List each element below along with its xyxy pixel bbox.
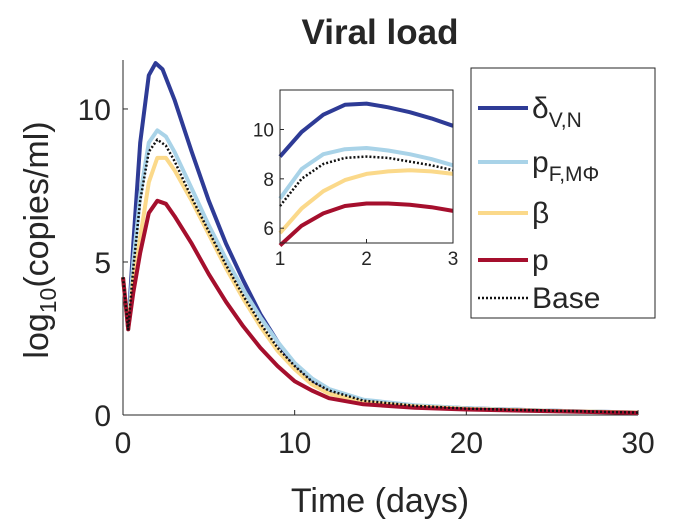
legend-label-delta: δV,N	[532, 92, 582, 132]
inset-x-tick-label: 3	[448, 249, 459, 270]
chart-title: Viral load	[302, 13, 459, 52]
inset-chart: 1 2 3 6 8 10	[253, 89, 459, 270]
legend-item-base: Base	[478, 282, 600, 315]
y-tick-label: 0	[94, 400, 111, 433]
legend-label-base: p	[532, 244, 549, 277]
inset-series-line-delta	[278, 101, 454, 158]
legend-box	[470, 67, 656, 319]
x-tick-label: 10	[278, 427, 311, 460]
legend-label-p: p	[532, 244, 549, 277]
inset-x-tick-label: 2	[361, 249, 372, 270]
legend-label-base: Base	[532, 282, 600, 315]
legend-item-beta: β	[478, 197, 549, 230]
inset-y-tick-label: 8	[263, 170, 274, 191]
x-tick-label: 30	[621, 427, 654, 460]
legend-item-delta: δV,N	[478, 92, 582, 132]
y-label-base: log	[18, 313, 56, 358]
legend-item-p: p	[478, 244, 549, 277]
legend-label-base: Base	[532, 282, 600, 315]
inset-series-line-pf	[278, 146, 454, 200]
main-plot	[121, 61, 639, 415]
y-axis-label: log10(copies/ml)	[18, 121, 61, 358]
y-label-rest: (copies/ml)	[18, 121, 56, 287]
main-axes: 0 10 20 30 0 5 10	[78, 60, 655, 460]
legend-label-beta: β	[532, 197, 549, 230]
legend-label-base: p	[532, 146, 549, 179]
inset-y-tick-label: 10	[253, 120, 274, 141]
legend-item-pf: pF,MΦ	[478, 146, 599, 186]
legend-label-pf: pF,MΦ	[532, 146, 599, 186]
x-tick-label: 20	[450, 427, 483, 460]
inset-x-tick-label: 1	[275, 249, 286, 270]
legend-label-sub: V,N	[549, 109, 582, 132]
x-axis-label: Time (days)	[291, 482, 469, 520]
inset-series-line-base	[279, 155, 454, 207]
inset-y-tick-label: 6	[263, 219, 274, 240]
legend-label-base: δ	[532, 92, 549, 125]
y-tick-label: 5	[94, 247, 111, 280]
legend-label-base: β	[532, 197, 549, 230]
y-label-sub: 10	[35, 288, 61, 314]
series-line-p	[121, 198, 639, 415]
inset-plot	[278, 101, 454, 247]
legend-label-sub: F,MΦ	[549, 163, 600, 186]
x-tick-label: 0	[115, 427, 132, 460]
inset-series-line-p	[278, 201, 454, 247]
inset-axes: 1 2 3 6 8 10	[253, 89, 459, 270]
inset-series-line-beta	[278, 168, 454, 235]
y-tick-label: 10	[78, 94, 111, 127]
series-line-base	[121, 138, 639, 414]
